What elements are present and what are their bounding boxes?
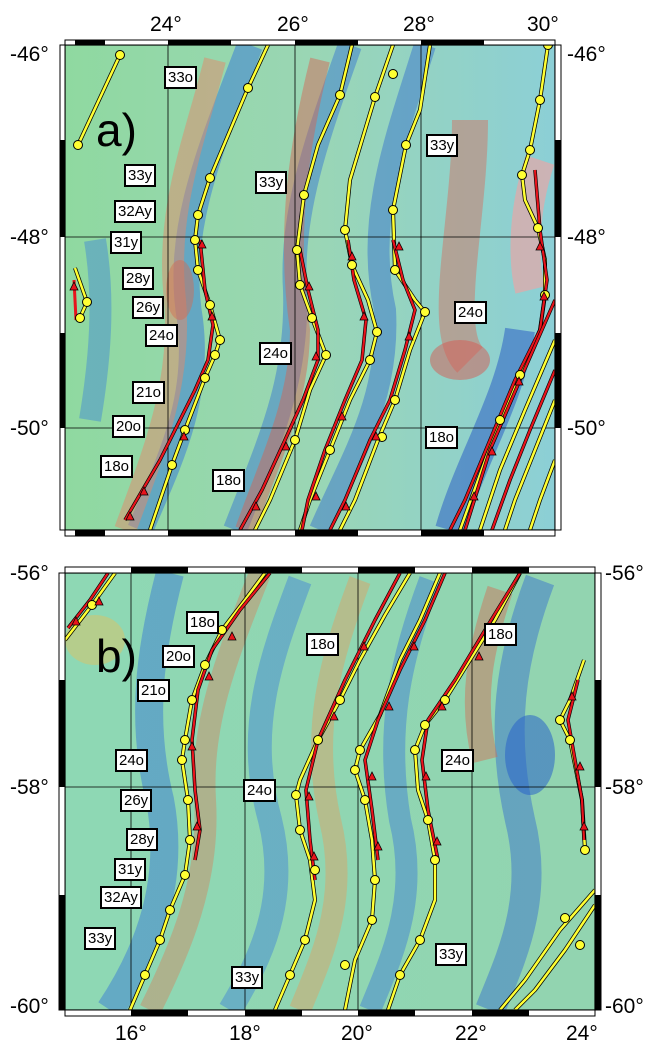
chron-label: 24o (115, 749, 149, 772)
lat-tick-right: -60° (605, 995, 644, 1018)
chron-label: 21o (132, 381, 166, 404)
panel-b-frame (58, 566, 602, 1017)
chron-label: 18o (306, 633, 340, 656)
chron-label: 24o (145, 324, 179, 347)
chron-label: 20o (112, 415, 146, 438)
lat-tick-right: -58° (605, 776, 644, 799)
chron-label: 18o (100, 455, 134, 478)
lon-tick: 16° (115, 1022, 147, 1045)
chron-label: 24o (454, 301, 488, 324)
lon-tick: 30° (527, 13, 559, 36)
chron-label: 31y (110, 231, 143, 254)
chron-label: 18o (212, 469, 246, 492)
chron-label: 33y (435, 943, 468, 966)
chron-label: 18o (425, 426, 459, 449)
lat-tick-right: -50° (567, 417, 606, 440)
chron-label: 26y (132, 296, 165, 319)
lon-tick: 28° (403, 13, 435, 36)
chron-label: 33y (124, 164, 157, 187)
chron-label: 18o (484, 623, 518, 646)
chron-label: 33y (426, 134, 459, 157)
chron-label: 24o (243, 779, 277, 802)
chron-label: 26y (120, 789, 153, 812)
lon-tick: 26° (277, 13, 309, 36)
lat-tick-left: -48° (10, 226, 49, 249)
chron-label: 33y (84, 927, 117, 950)
lat-tick-left: -46° (10, 43, 49, 66)
chron-label: 20o (162, 645, 196, 668)
lat-tick-left: -60° (10, 995, 49, 1018)
lon-tick: 22° (455, 1022, 487, 1045)
chron-label: 33y (231, 966, 264, 989)
lat-tick-right: -48° (567, 226, 606, 249)
lat-tick-right: -46° (567, 43, 606, 66)
chron-label: 28y (126, 828, 159, 851)
lat-tick-left: -56° (10, 562, 49, 585)
chron-label: 32Ay (114, 200, 156, 223)
chron-label: 28y (122, 267, 155, 290)
chron-label: 31y (114, 858, 147, 881)
lon-tick: 18° (229, 1022, 261, 1045)
lon-tick: 24° (566, 1022, 598, 1045)
chron-label: 32Ay (100, 886, 142, 909)
panel-b-letter: b) (96, 630, 137, 682)
lon-tick: 20° (341, 1022, 373, 1045)
chron-label: 33o (164, 66, 198, 89)
chron-label: 18o (186, 611, 220, 634)
lat-tick-left: -58° (10, 776, 49, 799)
lon-tick: 24° (150, 13, 182, 36)
panel-a-letter: a) (96, 104, 137, 156)
chron-label: 24o (441, 749, 475, 772)
lat-tick-right: -56° (605, 562, 644, 585)
chron-label: 21o (137, 679, 171, 702)
chron-label: 33y (255, 171, 288, 194)
panel-a-frame (59, 39, 562, 537)
panel-a-map (65, 45, 555, 530)
lat-tick-left: -50° (10, 417, 49, 440)
chron-label: 24o (259, 342, 293, 365)
